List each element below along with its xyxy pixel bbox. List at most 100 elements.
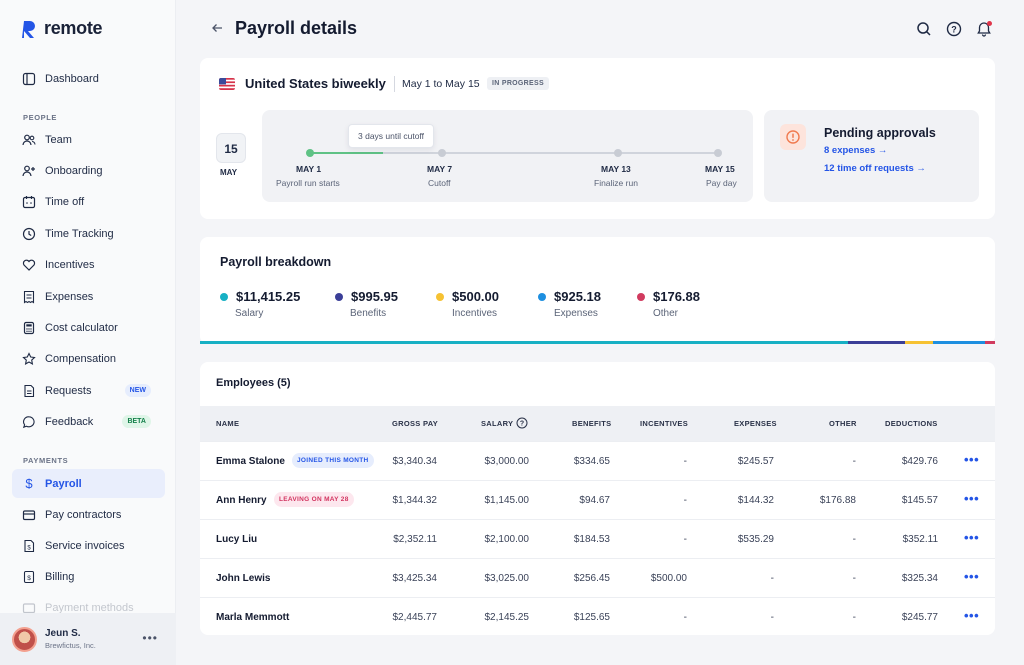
calendar-icon — [22, 195, 36, 209]
cell-benefits: $125.65 — [573, 612, 610, 623]
avatar — [12, 626, 37, 652]
sidebar-item-service-invoices[interactable]: $ Service invoices — [12, 531, 165, 560]
column-header-benefits: BENEFITS — [572, 419, 612, 428]
cell-incentives: - — [683, 612, 687, 623]
dollar-icon: $ — [25, 476, 33, 491]
timeoff-approval-link[interactable]: 12 time off requests → — [824, 163, 926, 174]
table-row[interactable]: Emma Stalone JOINED THIS MONTH $3,340.34 $3… — [200, 441, 995, 480]
sidebar-item-label: Time Tracking — [45, 227, 114, 240]
cell-salary: $3,025.00 — [484, 573, 530, 584]
sidebar-item-time-off[interactable]: Time off — [12, 187, 165, 216]
remote-logo-icon — [22, 20, 35, 38]
cell-deductions: $245.77 — [901, 612, 938, 623]
breakdown-bar-segment — [848, 341, 905, 344]
sidebar-item-dashboard[interactable]: Dashboard — [12, 64, 165, 93]
row-actions-icon[interactable]: ••• — [964, 608, 980, 623]
legend-dot — [220, 293, 228, 301]
user-org: Brewfictus, Inc. — [45, 641, 96, 650]
cell-incentives: - — [683, 456, 687, 467]
sidebar-item-compensation[interactable]: Compensation — [12, 344, 165, 373]
cell-salary: $2,100.00 — [484, 534, 530, 545]
employee-status-tag: LEAVING ON MAY 28 — [274, 492, 354, 507]
employee-name[interactable]: Marla Memmott — [216, 612, 290, 623]
payroll-timeline: 3 days until cutoff MAY 1 Payroll run st… — [262, 110, 753, 202]
cell-other: - — [852, 573, 856, 584]
table-row[interactable]: Marla Memmott $2,445.77 $2,145.25 $125.65 - -… — [200, 597, 995, 636]
invoice-icon: $ — [22, 539, 36, 553]
search-icon[interactable] — [916, 21, 932, 37]
employee-name[interactable]: Lucy Liu — [216, 534, 258, 545]
breakdown-value: $925.18 — [554, 289, 601, 304]
milestone-date: MAY 13 — [601, 164, 631, 174]
sidebar-item-label: Time off — [45, 195, 85, 208]
cell-expenses: - — [770, 573, 774, 584]
calendar-month: MAY — [220, 168, 238, 177]
beta-badge: BETA — [122, 415, 151, 428]
calendar-day: 15 — [224, 142, 238, 156]
sidebar-item-label: Onboarding — [45, 164, 103, 177]
milestone-label: Pay day — [706, 178, 737, 188]
breakdown-bar-segment — [905, 341, 933, 344]
pending-approvals-panel: Pending approvals 8 expenses → 12 time o… — [764, 110, 979, 202]
sidebar-item-pay-contractors[interactable]: Pay contractors — [12, 500, 165, 529]
back-arrow-icon[interactable] — [210, 21, 224, 35]
payroll-breakdown-card — [200, 237, 995, 344]
cell-expenses: $144.32 — [737, 495, 774, 506]
row-actions-icon[interactable]: ••• — [964, 530, 980, 545]
sidebar-item-billing[interactable]: $ Billing — [12, 562, 165, 591]
cell-deductions: $429.76 — [901, 456, 938, 467]
date-range: May 1 to May 15 — [402, 78, 480, 90]
expenses-approval-link[interactable]: 8 expenses → — [824, 145, 888, 156]
sidebar-item-team[interactable]: Team — [12, 125, 165, 154]
sidebar-item-label: Team — [45, 133, 72, 146]
sidebar-item-feedback[interactable]: Feedback BETA — [12, 407, 165, 436]
employee-status-tag: JOINED THIS MONTH — [292, 453, 374, 468]
sidebar-item-label: Service invoices — [45, 539, 125, 552]
legend-dot — [538, 293, 546, 301]
cell-salary: $3,000.00 — [484, 456, 530, 467]
row-actions-icon[interactable]: ••• — [964, 569, 980, 584]
logo[interactable]: remote — [22, 18, 103, 39]
cell-expenses: $245.57 — [737, 456, 774, 467]
us-flag-icon — [219, 78, 235, 90]
employee-name[interactable]: Emma Stalone — [216, 456, 285, 467]
sidebar-item-onboarding[interactable]: Onboarding — [12, 156, 165, 185]
new-badge: NEW — [124, 384, 151, 397]
row-actions-icon[interactable]: ••• — [964, 491, 980, 506]
breakdown-value: $500.00 — [452, 289, 499, 304]
pending-approvals-title: Pending approvals — [824, 126, 936, 140]
sidebar-item-incentives[interactable]: Incentives — [12, 250, 165, 279]
sidebar-item-payment-methods[interactable]: Payment methods — [12, 593, 165, 622]
cell-incentives: - — [683, 534, 687, 545]
cell-deductions: $325.34 — [901, 573, 938, 584]
cell-deductions: $352.11 — [902, 534, 938, 545]
more-options-icon[interactable]: ••• — [142, 631, 158, 645]
table-row[interactable]: Ann Henry LEAVING ON MAY 28 $1,344.32 $1,14… — [200, 480, 995, 519]
cell-gross-pay: $3,425.34 — [392, 573, 438, 584]
calculator-icon — [22, 321, 36, 335]
info-icon[interactable]: ? — [516, 417, 528, 429]
sidebar-item-payroll[interactable]: $ Payroll — [12, 469, 165, 498]
employee-name[interactable]: John Lewis — [216, 573, 271, 584]
table-row[interactable]: John Lewis $3,425.34 $3,025.00 $256.45 $500.… — [200, 558, 995, 597]
sidebar-item-label: Dashboard — [45, 72, 99, 85]
employee-name[interactable]: Ann Henry — [216, 495, 267, 506]
sidebar-item-cost-calculator[interactable]: Cost calculator — [12, 313, 165, 342]
app-name: remote — [44, 18, 103, 38]
column-header-gross-pay: GROSS PAY — [392, 419, 439, 428]
table-row[interactable]: Lucy Liu $2,352.11 $2,100.00 $184.53 - $535.2… — [200, 519, 995, 558]
sidebar-item-requests[interactable]: Requests NEW — [12, 376, 165, 405]
row-actions-icon[interactable]: ••• — [964, 452, 980, 467]
employees-title: Employees (5) — [216, 377, 291, 389]
cell-benefits: $184.53 — [573, 534, 610, 545]
cell-other: - — [852, 534, 856, 545]
cell-other: $176.88 — [819, 495, 856, 506]
breakdown-label: Expenses — [554, 308, 598, 319]
sidebar-item-time-tracking[interactable]: Time Tracking — [12, 219, 165, 248]
help-icon[interactable]: ? — [946, 21, 962, 37]
legend-dot — [335, 293, 343, 301]
bell-icon[interactable] — [976, 21, 992, 37]
sidebar-item-expenses[interactable]: Expenses — [12, 282, 165, 311]
user-menu[interactable]: Jeun S. Brewfictus, Inc. ••• — [0, 613, 176, 665]
milestone-date: MAY 15 — [705, 164, 735, 174]
